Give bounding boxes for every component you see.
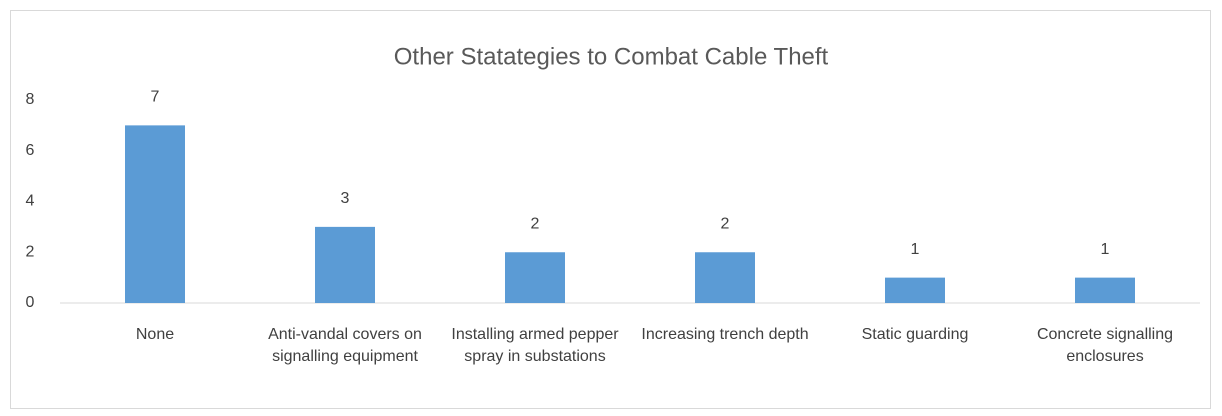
x-tick-label: None [136,326,174,343]
data-label: 3 [341,190,350,207]
x-tick-label: Installing armed pepper spray in substati… [451,326,619,365]
x-tick-label: Increasing trench depth [641,326,808,343]
bar [885,277,945,303]
data-label: 1 [911,241,920,258]
bar [1075,277,1135,303]
y-tick-label: 6 [26,142,35,159]
chart-title: Other Statategies to Combat Cable Theft [394,43,829,70]
y-tick-label: 2 [26,243,35,260]
bar [125,125,185,303]
bar [505,252,565,303]
data-label: 1 [1101,241,1110,258]
data-label: 2 [531,215,540,232]
data-label: 2 [721,215,730,232]
data-label: 7 [151,89,160,106]
y-tick-label: 4 [26,193,35,210]
y-tick-label: 0 [26,294,35,311]
x-tick-label: Static guarding [862,326,969,343]
x-tick-label: Anti-vandal covers on signalling equipmen… [268,326,422,365]
x-tick-label: Concrete signalling enclosures [1037,326,1173,365]
chart-border [10,10,1211,409]
bar [695,252,755,303]
bar [315,226,375,303]
y-tick-label: 8 [26,91,35,108]
